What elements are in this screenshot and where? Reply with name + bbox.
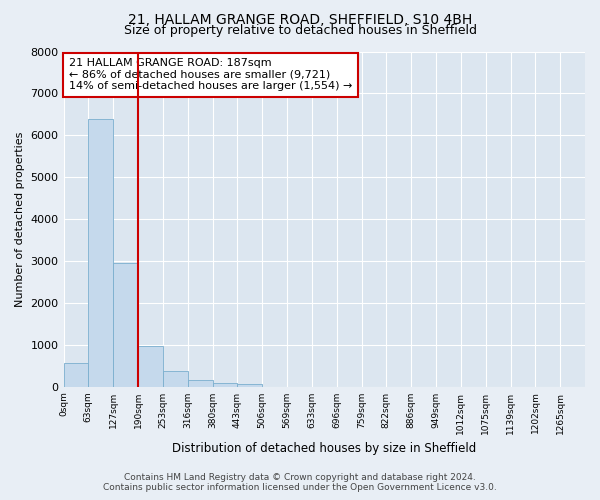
Text: 21, HALLAM GRANGE ROAD, SHEFFIELD, S10 4BH: 21, HALLAM GRANGE ROAD, SHEFFIELD, S10 4… xyxy=(128,12,472,26)
Bar xyxy=(163,371,188,386)
Bar xyxy=(88,120,113,386)
Bar xyxy=(188,380,212,386)
Bar xyxy=(238,384,262,386)
Bar xyxy=(64,363,88,386)
X-axis label: Distribution of detached houses by size in Sheffield: Distribution of detached houses by size … xyxy=(172,442,476,455)
Bar xyxy=(113,263,138,386)
Bar xyxy=(212,383,238,386)
Text: Contains HM Land Registry data © Crown copyright and database right 2024.
Contai: Contains HM Land Registry data © Crown c… xyxy=(103,473,497,492)
Bar xyxy=(138,346,163,387)
Text: Size of property relative to detached houses in Sheffield: Size of property relative to detached ho… xyxy=(124,24,476,37)
Text: 21 HALLAM GRANGE ROAD: 187sqm
← 86% of detached houses are smaller (9,721)
14% o: 21 HALLAM GRANGE ROAD: 187sqm ← 86% of d… xyxy=(69,58,352,92)
Y-axis label: Number of detached properties: Number of detached properties xyxy=(15,132,25,307)
